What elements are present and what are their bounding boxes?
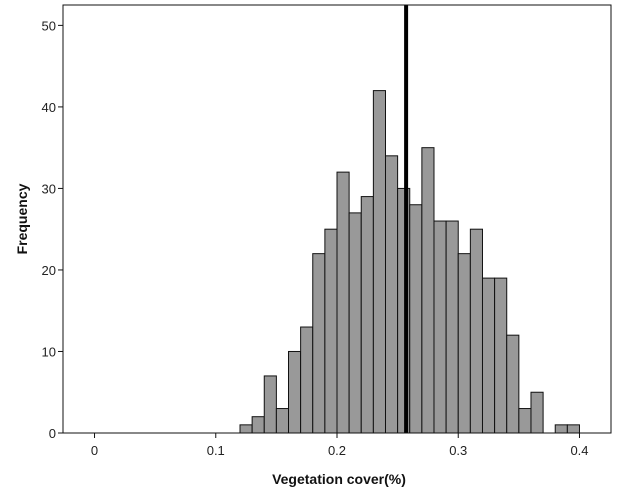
- histogram-bars: [239, 90, 580, 434]
- histogram-bar: [384, 155, 399, 434]
- y-tick-label: 30: [42, 181, 56, 196]
- y-tick-label: 0: [49, 426, 56, 441]
- histogram-bar: [239, 424, 253, 434]
- histogram-bar: [469, 228, 483, 434]
- x-tick-label: 0.4: [570, 443, 588, 458]
- y-tick-label: 20: [42, 263, 56, 278]
- x-axis-title: Vegetation cover(%): [272, 471, 406, 487]
- x-tick-label: 0.2: [328, 443, 346, 458]
- y-tick-label: 40: [42, 100, 56, 115]
- histogram-bar: [263, 375, 277, 434]
- histogram-bar: [324, 228, 338, 434]
- histogram-bar: [336, 171, 350, 434]
- histogram-bar: [457, 253, 471, 434]
- histogram-bar: [275, 408, 290, 434]
- histogram-bar: [288, 350, 302, 434]
- y-axis-title: Frequency: [14, 183, 30, 254]
- histogram-bar: [300, 326, 314, 434]
- histogram-bar: [566, 424, 580, 434]
- histogram-bar: [433, 220, 447, 434]
- histogram-bar: [312, 253, 326, 434]
- histogram-bar: [360, 196, 374, 434]
- histogram-bar: [251, 416, 265, 434]
- histogram-bar: [348, 212, 362, 434]
- y-tick-label: 50: [42, 18, 56, 33]
- histogram-bar: [506, 334, 520, 434]
- x-tick-label: 0.1: [207, 443, 225, 458]
- x-tick-label: 0.3: [449, 443, 467, 458]
- x-tick-label: 0: [91, 443, 98, 458]
- histogram-bar: [494, 277, 508, 434]
- y-tick-label: 10: [42, 344, 56, 359]
- histogram-bar: [421, 147, 435, 434]
- x-axis: 0 0.1 0.2 0.3 0.4: [91, 433, 589, 458]
- histogram-bar: [372, 90, 386, 434]
- histogram-bar: [554, 424, 568, 434]
- histogram-bar: [481, 277, 496, 434]
- histogram-bar: [530, 391, 544, 434]
- histogram-bar: [518, 408, 532, 434]
- histogram-bar: [409, 204, 423, 434]
- histogram-bar: [445, 220, 459, 434]
- y-axis: 0 10 20 30 40 50: [42, 18, 63, 441]
